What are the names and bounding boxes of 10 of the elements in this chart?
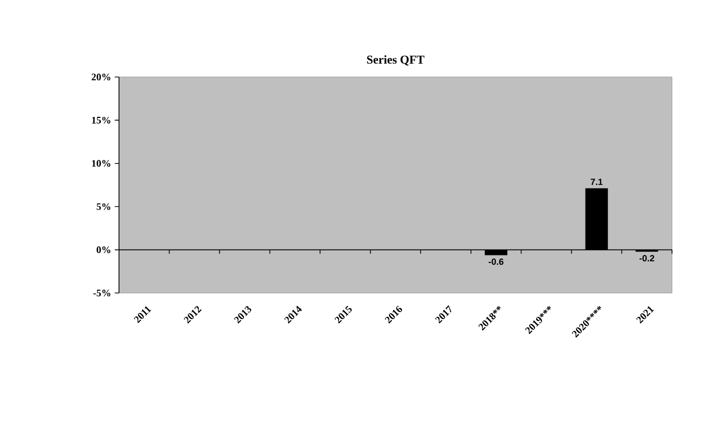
- y-tick-label: 0%: [96, 246, 110, 254]
- y-tick-label: 5%: [96, 203, 110, 210]
- y-tick-label: 15%: [92, 116, 110, 124]
- data-label: 7.1: [590, 178, 603, 185]
- y-tick-label: 10%: [92, 160, 110, 167]
- y-tick-label: 20%: [92, 74, 110, 80]
- chart-title: Series QFT: [367, 55, 424, 66]
- data-label: -0.2: [639, 255, 654, 262]
- data-label: -0.6: [488, 258, 504, 265]
- y-tick-label: -5%: [93, 290, 110, 296]
